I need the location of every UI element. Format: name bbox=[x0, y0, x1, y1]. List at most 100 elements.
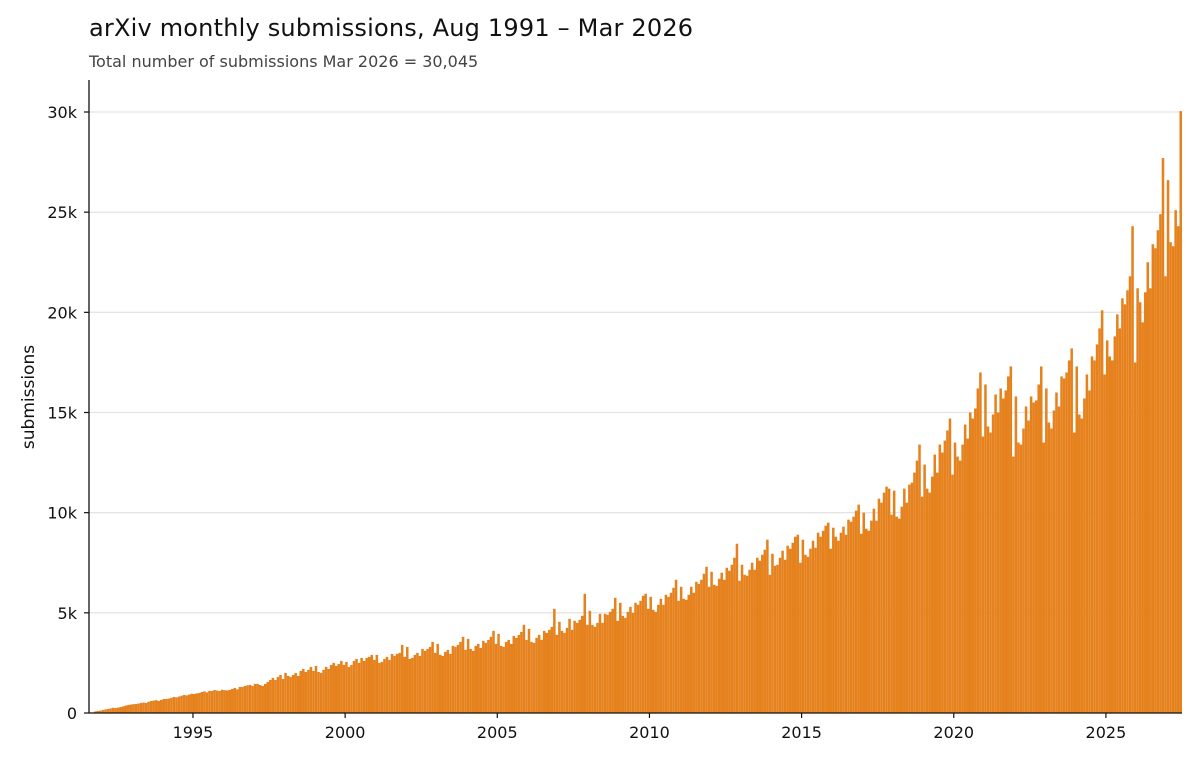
x-tick-label: 2025 bbox=[1086, 723, 1127, 742]
bar bbox=[601, 622, 604, 713]
bar bbox=[1118, 328, 1122, 713]
bar bbox=[842, 526, 845, 713]
bar bbox=[431, 641, 434, 713]
bar bbox=[692, 592, 696, 713]
y-tick-label: 20k bbox=[47, 303, 77, 322]
bar bbox=[408, 658, 412, 713]
bar bbox=[553, 608, 556, 713]
bar bbox=[205, 692, 209, 713]
bar bbox=[994, 394, 997, 713]
bar bbox=[730, 564, 734, 713]
bar bbox=[875, 520, 878, 713]
bar bbox=[781, 550, 784, 713]
bar bbox=[162, 698, 166, 713]
bar bbox=[865, 528, 868, 713]
bar bbox=[477, 643, 480, 713]
bar bbox=[1154, 248, 1157, 713]
bar bbox=[365, 657, 368, 713]
bar bbox=[1047, 422, 1051, 713]
bar bbox=[1029, 396, 1033, 713]
bar bbox=[160, 699, 163, 713]
bar bbox=[936, 472, 939, 713]
bar bbox=[1090, 356, 1094, 713]
bar bbox=[631, 612, 635, 713]
bar bbox=[542, 630, 546, 713]
bar bbox=[702, 573, 706, 713]
bar bbox=[903, 488, 906, 713]
bar bbox=[1143, 292, 1147, 713]
bar bbox=[484, 642, 488, 713]
bar bbox=[304, 671, 308, 713]
bar bbox=[1057, 406, 1061, 713]
bar bbox=[210, 690, 214, 713]
bar bbox=[241, 686, 244, 713]
bar bbox=[291, 674, 295, 713]
bar bbox=[175, 697, 178, 713]
bar bbox=[941, 452, 944, 713]
bar bbox=[436, 643, 439, 713]
bar bbox=[933, 454, 937, 713]
axes bbox=[88, 80, 1182, 714]
bar bbox=[862, 512, 866, 713]
bar bbox=[271, 677, 275, 713]
bar bbox=[1108, 356, 1111, 713]
bar bbox=[548, 629, 551, 713]
bar bbox=[208, 690, 211, 713]
bar bbox=[639, 600, 642, 713]
bar bbox=[433, 652, 437, 713]
bar bbox=[236, 689, 239, 713]
bar bbox=[1156, 230, 1160, 714]
bar bbox=[281, 678, 285, 713]
bar bbox=[299, 670, 303, 713]
bar bbox=[426, 648, 429, 713]
bar bbox=[892, 490, 896, 713]
bar bbox=[550, 626, 554, 713]
bar bbox=[1171, 246, 1175, 713]
bar bbox=[1017, 442, 1020, 713]
bar bbox=[755, 557, 759, 713]
bar bbox=[603, 613, 607, 713]
bar bbox=[1024, 406, 1028, 713]
bar bbox=[246, 685, 249, 713]
bar bbox=[499, 645, 503, 713]
bar bbox=[350, 664, 353, 713]
chart-subtitle: Total number of submissions Mar 2026 = 3… bbox=[89, 52, 479, 71]
bar bbox=[520, 631, 523, 713]
bar bbox=[1136, 288, 1139, 713]
bar bbox=[743, 574, 746, 713]
bar bbox=[225, 690, 229, 713]
bar bbox=[996, 412, 1000, 713]
bar bbox=[527, 628, 531, 713]
bar bbox=[715, 585, 718, 713]
bar bbox=[720, 572, 723, 713]
bar bbox=[588, 610, 592, 713]
bar bbox=[182, 694, 186, 713]
bar bbox=[322, 669, 325, 713]
bar bbox=[129, 704, 133, 713]
bar bbox=[636, 604, 640, 713]
bar bbox=[555, 634, 559, 713]
bar bbox=[677, 600, 680, 713]
bar bbox=[1179, 111, 1182, 713]
y-tick-label: 10k bbox=[47, 504, 77, 523]
bar bbox=[707, 586, 711, 713]
bar bbox=[337, 663, 341, 713]
bar bbox=[309, 666, 313, 713]
bar bbox=[966, 438, 969, 713]
bar bbox=[532, 642, 536, 713]
bar bbox=[801, 539, 805, 713]
bar bbox=[910, 482, 914, 713]
bar bbox=[735, 543, 739, 713]
bar bbox=[487, 639, 490, 713]
bar bbox=[819, 536, 822, 713]
bar bbox=[793, 536, 797, 713]
bar bbox=[722, 579, 726, 713]
bar bbox=[137, 703, 140, 713]
bar bbox=[963, 424, 967, 713]
bar bbox=[319, 672, 323, 713]
bar bbox=[314, 665, 318, 713]
y-tick-label: 0 bbox=[67, 704, 77, 723]
bar bbox=[525, 639, 528, 713]
bar bbox=[218, 690, 221, 713]
y-tick-label: 30k bbox=[47, 103, 77, 122]
